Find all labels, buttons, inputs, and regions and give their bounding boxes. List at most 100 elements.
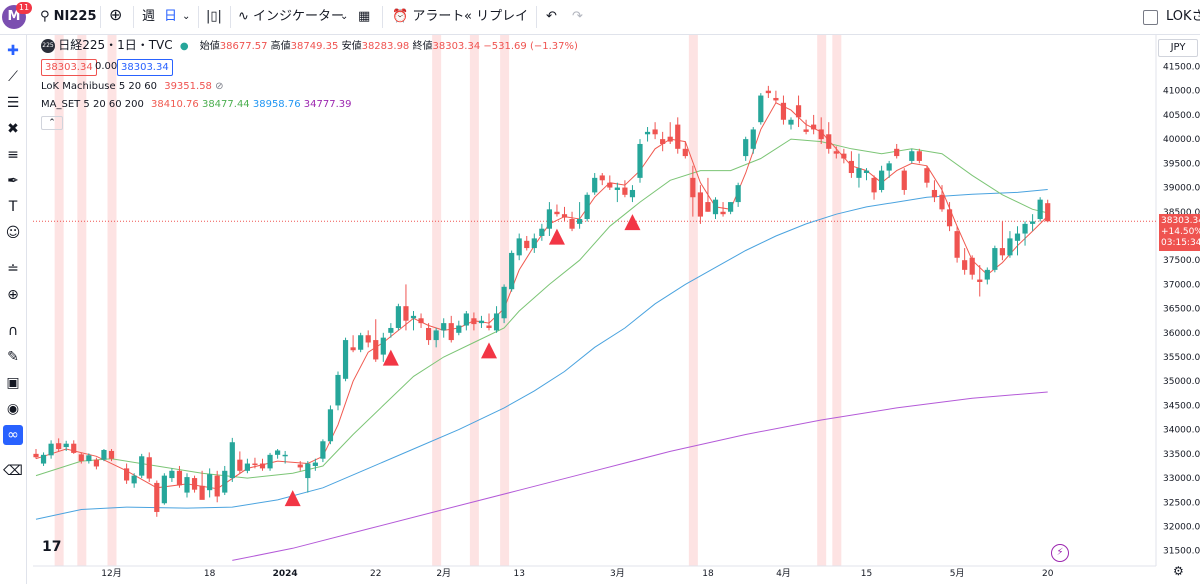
legend-indicator-1[interactable]: LoK Machibuse 5 20 60 39351.58 ⊘ — [41, 80, 224, 94]
lock-icon[interactable]: ▣ — [6, 375, 20, 391]
buy-signal-triangle — [284, 490, 301, 507]
chevron-down-icon[interactable]: ⌄ — [340, 11, 349, 22]
sell-price-box[interactable]: 38303.34 — [41, 59, 97, 76]
candle-up — [992, 248, 998, 270]
time-tick-label: 5月 — [950, 568, 965, 579]
text-icon[interactable]: T — [8, 199, 18, 215]
templates-grid-icon[interactable]: ▦ — [358, 9, 371, 24]
time-axis: 12月 18 2024 22 2月 13 3月 18 4月 15 5月 20 — [101, 568, 1053, 579]
candle-up — [388, 327, 394, 333]
shade-band — [107, 35, 117, 566]
shade-band — [832, 35, 842, 566]
user-name[interactable]: LOKさん — [1166, 9, 1200, 24]
replay-button[interactable]: « リプレイ — [464, 8, 528, 26]
candle-down — [486, 325, 492, 328]
alert-button[interactable]: ⏰ アラート — [392, 8, 464, 26]
price-tick-label: 35500.00 — [1163, 353, 1200, 363]
ind2-ma200: 34777.39 — [303, 99, 352, 110]
collapse-legend-icon[interactable]: ⌃ — [41, 116, 63, 130]
interval-day[interactable]: 日 — [164, 9, 178, 24]
candle-down — [56, 443, 62, 450]
candle-up — [380, 337, 386, 355]
candle-down — [841, 153, 847, 159]
candle-up — [456, 325, 462, 333]
interval-week[interactable]: 週 — [142, 9, 156, 24]
candle-down — [780, 102, 787, 120]
pattern-icon[interactable]: ✖ — [7, 121, 19, 137]
candle-up — [63, 443, 69, 448]
chevron-down-icon[interactable]: ⌄ — [182, 11, 191, 22]
high-label: 高値 — [270, 41, 291, 52]
candle-up — [463, 313, 469, 326]
price-tick-label: 37000.00 — [1163, 280, 1200, 290]
undo-icon[interactable]: ↶ — [546, 9, 557, 24]
time-tick-label: 12月 — [101, 568, 121, 579]
candle-down — [471, 318, 477, 325]
trend-line-icon[interactable]: ⟋ — [8, 69, 18, 85]
tradingview-logo[interactable]: 17 — [42, 539, 62, 555]
legend-indicator-2[interactable]: MA_SET 5 20 60 200 38410.76 38477.44 389… — [41, 98, 351, 112]
change-value: −531.69 (−1.37%) — [483, 41, 578, 52]
legend-title[interactable]: 日経225・1日・TVC — [58, 38, 173, 52]
hidden-eye-icon[interactable]: ⊘ — [215, 81, 224, 92]
brush-icon[interactable]: ✒ — [7, 173, 19, 189]
crosshair-icon[interactable]: ✚ — [7, 43, 19, 59]
candle-down — [803, 129, 809, 132]
price-tick-label: 36500.00 — [1163, 305, 1200, 315]
settings-gear-icon[interactable]: ⚙ — [1173, 564, 1184, 578]
price-tick-label: 34500.00 — [1163, 401, 1200, 411]
candle-down — [191, 478, 198, 490]
shade-band — [432, 35, 442, 566]
low-label: 安値 — [341, 41, 362, 52]
time-tick-label: 2月 — [436, 568, 451, 579]
zoom-in-icon[interactable]: ⊕ — [7, 287, 19, 303]
currency-selector[interactable]: JPY — [1158, 39, 1198, 57]
candle-down — [1045, 203, 1051, 222]
pencil-lock-icon[interactable]: ✎ — [7, 349, 19, 365]
candle-down — [93, 459, 99, 467]
candle-up — [275, 450, 281, 455]
layout-checkbox[interactable] — [1143, 10, 1158, 25]
eye-icon[interactable]: ◉ — [6, 401, 20, 417]
horizontal-lines-icon[interactable]: ☰ — [6, 95, 20, 111]
buy-price-box[interactable]: 38303.34 — [117, 59, 173, 76]
candle-down — [924, 168, 930, 183]
candle-up — [728, 202, 734, 212]
candle-type-icon[interactable]: |▯| — [206, 9, 222, 24]
link-icon[interactable]: ∞ — [3, 425, 23, 445]
candle-down — [237, 459, 243, 471]
price-tick-label: 34000.00 — [1163, 426, 1200, 436]
candle-up — [184, 477, 190, 493]
candlesticks — [33, 85, 1051, 517]
compare-plus-icon[interactable]: ⊕ — [109, 5, 123, 24]
spread-value: 0.00 — [95, 61, 118, 72]
candle-up — [222, 470, 228, 493]
price-tick-label: 39500.00 — [1163, 159, 1200, 169]
buy-signal-triangle — [481, 342, 497, 359]
candle-down — [667, 136, 673, 142]
indicators-button[interactable]: ∿ インジケーター — [238, 8, 344, 26]
fib-icon[interactable]: ≡ — [7, 147, 19, 163]
magnet-icon[interactable]: ∩ — [7, 323, 19, 339]
lightning-icon[interactable]: ⚡ — [1051, 544, 1069, 562]
candle-down — [690, 177, 696, 198]
trash-icon[interactable]: ⌫ — [3, 463, 23, 479]
candle-down — [108, 450, 115, 459]
candle-up — [501, 286, 507, 319]
symbol-search[interactable]: ⚲ NI225 — [40, 8, 97, 26]
candle-down — [176, 470, 183, 486]
price-tick-label: 33500.00 — [1163, 450, 1200, 460]
candle-up — [879, 170, 885, 190]
ma60-line — [35, 189, 1048, 520]
candle-down — [773, 97, 779, 101]
emoji-icon[interactable]: ☺ — [5, 225, 21, 241]
ind1-name: LoK Machibuse 5 20 60 — [41, 81, 158, 92]
ruler-icon[interactable]: ≐ — [7, 261, 19, 277]
candle-down — [297, 464, 303, 468]
candle-down — [622, 187, 628, 195]
candle-down — [894, 148, 900, 157]
ma200-line — [232, 391, 1048, 561]
last-change: +14.50% — [1161, 227, 1200, 237]
candle-up — [712, 199, 719, 215]
